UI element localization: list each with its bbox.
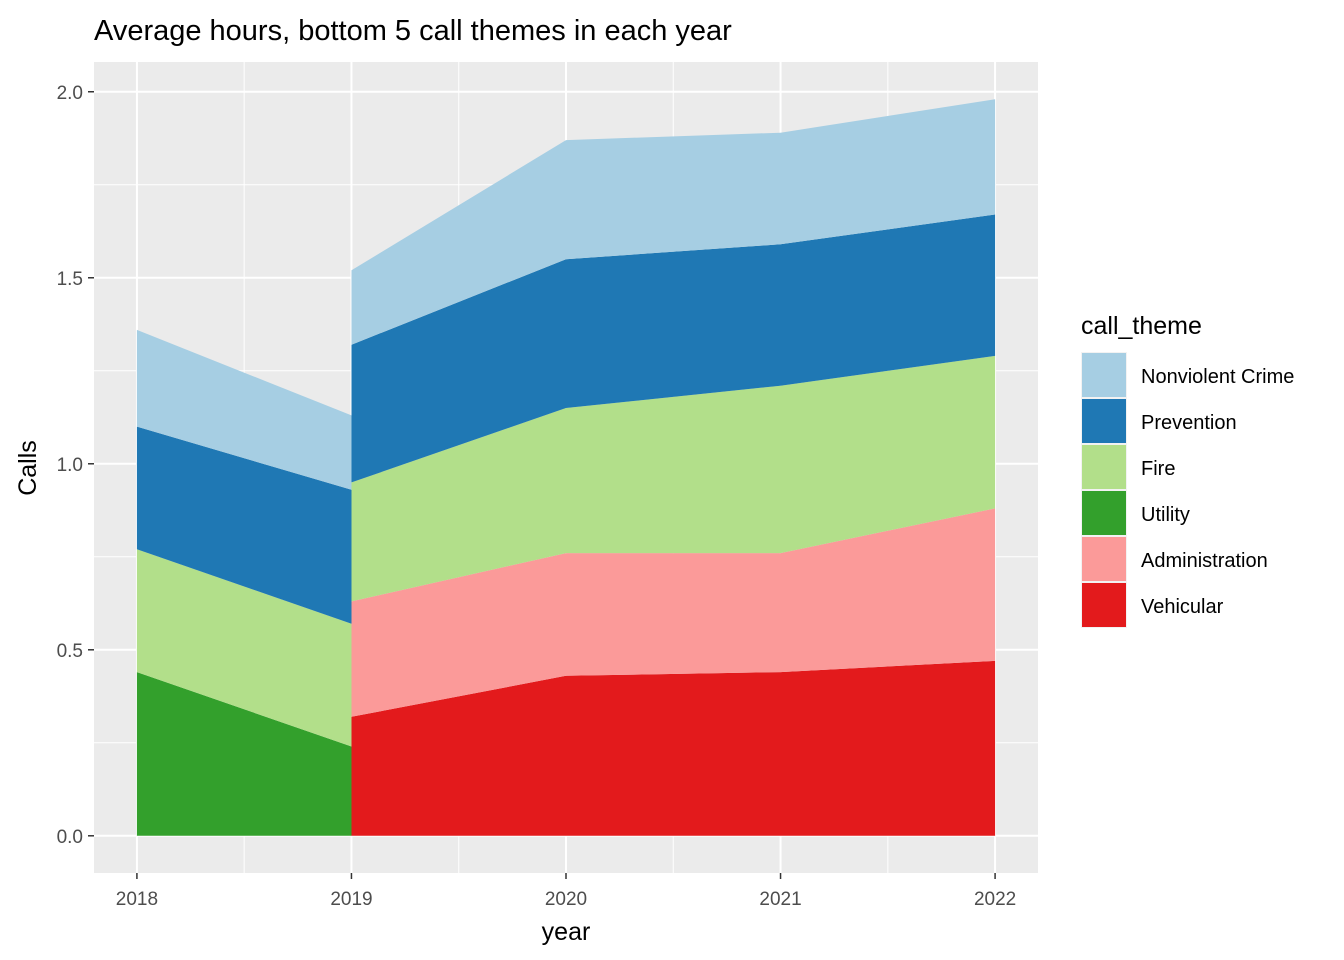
legend-label-vehicular: Vehicular: [1141, 596, 1224, 618]
y-tick-label: 1.5: [57, 269, 83, 290]
area-nonviolent-crime-segment-1: [136, 329, 352, 490]
area-administration-segment-2: [351, 508, 996, 717]
x-tick-label: 2018: [116, 889, 158, 910]
legend-title: call_theme: [1081, 312, 1202, 340]
area-vehicular-segment-2: [351, 660, 996, 836]
legend-swatch-nonviolent-crime: [1082, 353, 1126, 397]
legend-swatch-prevention: [1082, 399, 1126, 443]
area-prevention-segment-1: [136, 426, 352, 624]
y-tick-label: 0.0: [57, 827, 83, 848]
legend-swatch-utility: [1082, 491, 1126, 535]
legend-swatch-administration: [1082, 537, 1126, 581]
legend-items: Nonviolent Crime Prevention Fire Utility Adm…: [1081, 352, 1294, 628]
x-tick-label: 2021: [759, 889, 801, 910]
legend-label-prevention: Prevention: [1141, 412, 1237, 434]
x-tick-label: 2020: [545, 889, 587, 910]
area-prevention-segment-2: [351, 214, 996, 483]
x-axis-title: year: [542, 918, 591, 946]
area-fire-segment-2: [351, 355, 996, 602]
y-tick-label: 0.5: [57, 641, 83, 662]
y-axis-ticks: 0.0 0.5 1.0 1.5 2.0: [57, 83, 94, 848]
legend-label-utility: Utility: [1141, 504, 1190, 526]
area-fire-segment-1: [136, 549, 352, 747]
x-tick-label: 2019: [330, 889, 372, 910]
chart-title: Average hours, bottom 5 call themes in e…: [94, 15, 732, 47]
y-axis-title: Calls: [14, 440, 42, 496]
legend-label-nonviolent-crime: Nonviolent Crime: [1141, 366, 1294, 388]
legend: call_theme Nonviolent Crime Prevention Fir…: [1081, 312, 1294, 628]
legend-swatch-fire: [1082, 445, 1126, 489]
y-tick-label: 1.0: [57, 455, 83, 476]
legend-label-fire: Fire: [1141, 458, 1175, 480]
area-layers: [136, 99, 996, 836]
area-utility-segment-1: [136, 672, 352, 836]
x-axis-ticks: 2018 2019 2020 2021 2022: [116, 873, 1016, 910]
legend-swatch-vehicular: [1082, 583, 1126, 627]
legend-label-administration: Administration: [1141, 550, 1268, 572]
y-tick-label: 2.0: [57, 83, 83, 104]
x-tick-label: 2022: [974, 889, 1016, 910]
area-nonviolent-crime-segment-2: [351, 99, 996, 345]
